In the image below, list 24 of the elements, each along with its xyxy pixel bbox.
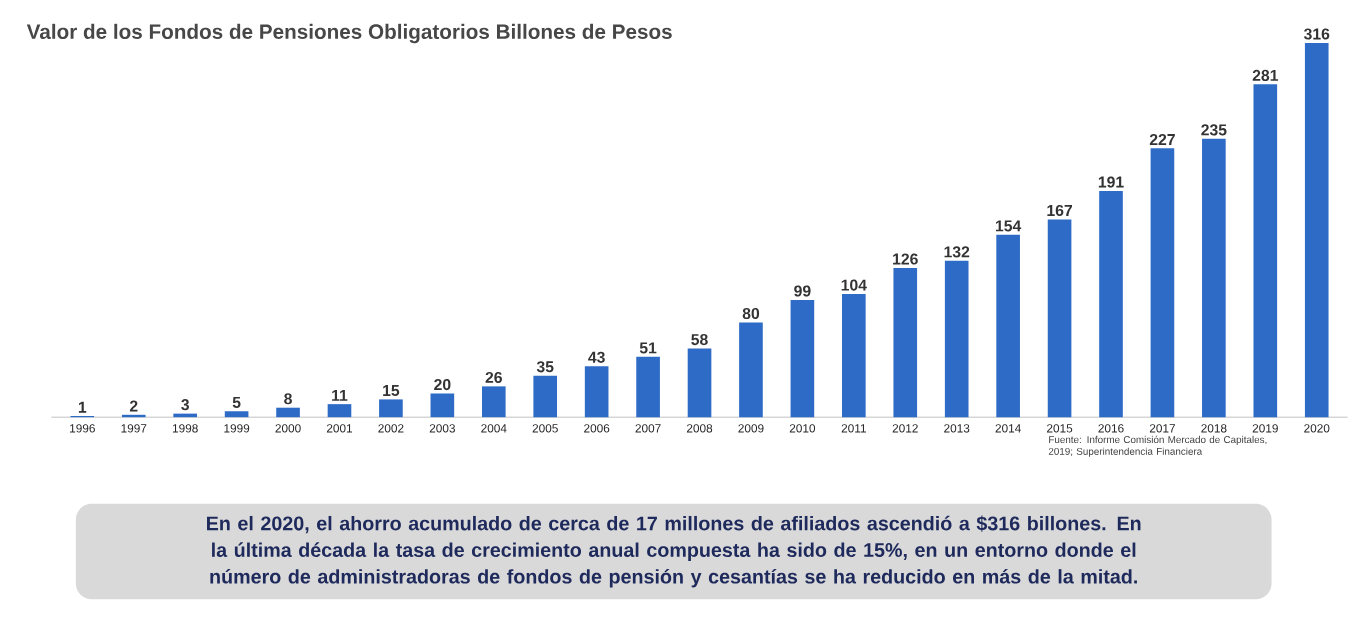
bar bbox=[893, 267, 918, 417]
bar bbox=[327, 403, 352, 417]
bar bbox=[584, 366, 609, 417]
bar bbox=[636, 356, 660, 417]
bar bbox=[1150, 148, 1175, 417]
chart-title: Valor de los Fondos de Pensiones Obligatorios Billones de Pesos bbox=[26, 23, 672, 43]
text: En el 2020, el ahorro acumulado de cerca de 17 millones de afiliados ascendió a $316 billones. En la última década la tasa de crecimiento anual compuesta ha sido de 15%, en un entorno donde el número de administradoras de fondos de pensión y cesantías se ha reducido en más de la mitad. bbox=[207, 515, 1141, 588]
bar bbox=[739, 322, 763, 417]
bar bbox=[1253, 84, 1278, 417]
bar bbox=[1099, 190, 1123, 417]
bar bbox=[996, 234, 1020, 417]
bar bbox=[1304, 42, 1329, 417]
bar bbox=[379, 399, 403, 417]
bar bbox=[224, 411, 249, 417]
bar bbox=[842, 293, 866, 417]
bar bbox=[481, 386, 506, 417]
bar bbox=[276, 407, 300, 417]
bar bbox=[1047, 219, 1072, 417]
bar bbox=[687, 348, 712, 417]
bar bbox=[790, 299, 815, 417]
bar bbox=[533, 375, 558, 417]
bar bbox=[944, 260, 969, 417]
bar bbox=[430, 393, 455, 417]
bar bbox=[1202, 138, 1226, 417]
